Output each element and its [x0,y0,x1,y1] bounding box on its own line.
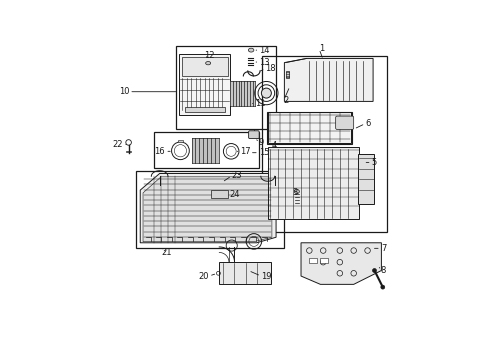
Text: 15: 15 [259,148,270,157]
Text: 5: 5 [372,158,377,167]
Text: 18: 18 [266,64,276,73]
Text: 16: 16 [154,147,165,156]
Bar [267,112,352,144]
Bar [268,147,359,219]
Text: 22: 22 [113,140,123,149]
Bar [286,71,289,78]
Text: 3: 3 [293,188,298,197]
FancyBboxPatch shape [336,116,354,129]
Text: 11: 11 [256,99,266,108]
Bar [178,140,183,143]
Text: 20: 20 [198,271,209,280]
Bar [230,81,255,105]
Bar [185,107,225,112]
Bar [358,154,374,204]
Bar [219,262,270,284]
Bar [309,258,317,263]
Text: 12: 12 [204,51,215,60]
Bar [136,171,284,248]
Text: 4: 4 [271,141,277,150]
Text: 13: 13 [259,58,270,67]
Polygon shape [301,243,381,284]
Text: 21: 21 [162,248,172,257]
Polygon shape [284,58,373,102]
Text: 14: 14 [259,46,270,55]
Text: 2: 2 [284,95,289,104]
Ellipse shape [294,189,299,194]
Bar [182,57,227,76]
Bar [262,56,387,232]
Text: 7: 7 [381,244,386,253]
Polygon shape [140,174,276,243]
Text: 24: 24 [229,190,240,199]
Circle shape [381,285,385,289]
Circle shape [261,88,271,98]
Text: 8: 8 [381,266,386,275]
Bar [192,138,219,163]
Text: 19: 19 [261,271,271,280]
FancyBboxPatch shape [248,131,259,139]
Bar [268,112,351,143]
Polygon shape [143,177,272,242]
Ellipse shape [206,62,211,65]
Bar [154,132,259,168]
Text: 9: 9 [259,139,264,148]
Bar [179,54,230,115]
Text: 17: 17 [241,147,251,156]
Text: 10: 10 [119,87,129,96]
Ellipse shape [248,48,254,52]
Circle shape [372,269,376,273]
Bar [176,46,276,129]
Text: 23: 23 [232,171,243,180]
Text: 6: 6 [366,119,371,128]
Bar [211,190,227,198]
Text: 1: 1 [319,44,324,53]
Bar [320,258,328,263]
